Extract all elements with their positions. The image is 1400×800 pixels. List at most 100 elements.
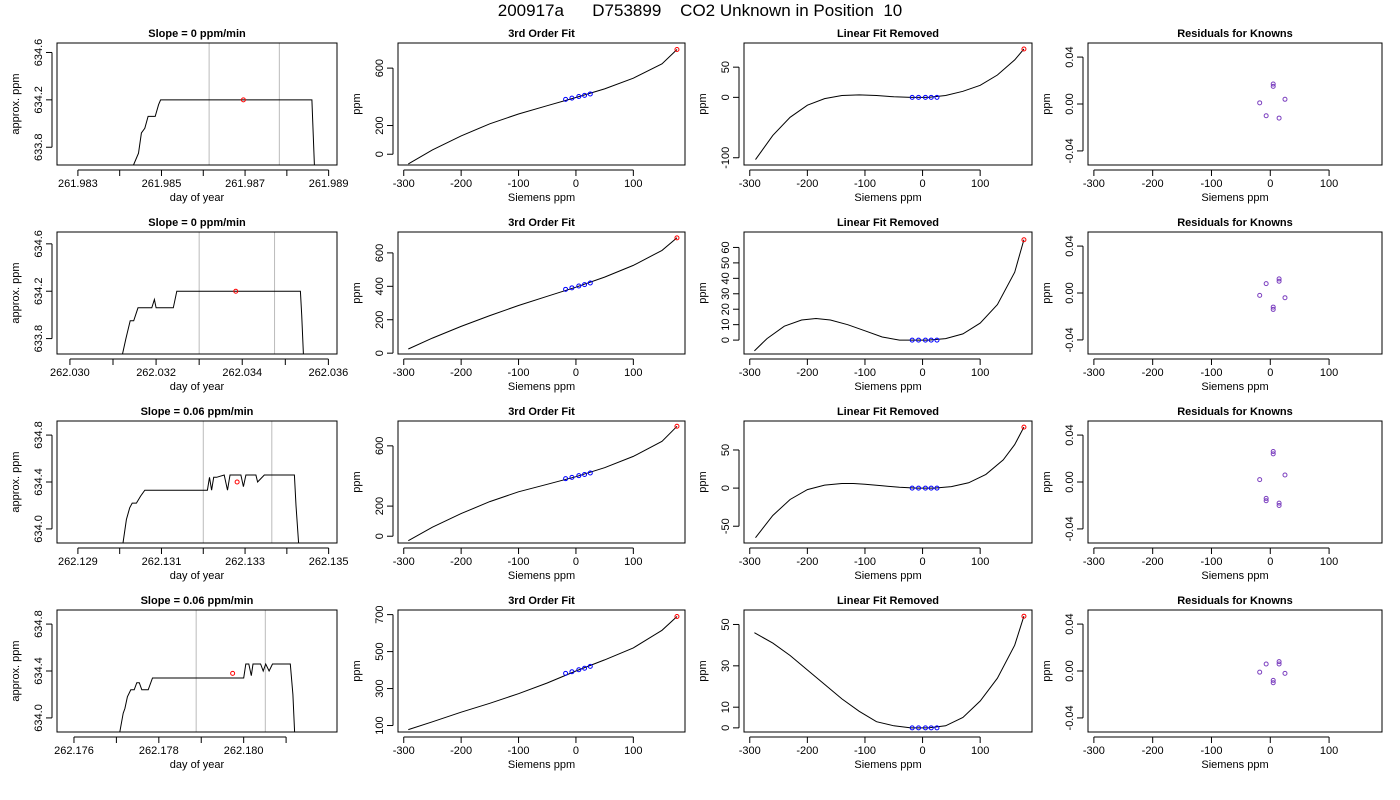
plot-area xyxy=(754,237,1027,352)
known-point xyxy=(934,725,940,731)
x-tick-label: 0 xyxy=(919,178,925,190)
x-axis-label: day of year xyxy=(170,381,225,393)
panel-r3-c2: 3rd Order Fit -300 -200 -100 0 100 Siemens ppm… xyxy=(351,406,686,582)
x-tick-label: -300 xyxy=(393,367,415,379)
x-tick-label: -200 xyxy=(450,556,472,568)
known-point xyxy=(916,725,922,731)
known-point xyxy=(587,91,593,97)
x-tick-label: -300 xyxy=(1083,556,1105,568)
y-tick-label: 200 xyxy=(374,311,386,329)
y-tick-label: 634.0 xyxy=(33,515,45,543)
unknown-point xyxy=(1021,46,1027,52)
panel-title: Linear Fit Removed xyxy=(837,28,939,40)
known-point xyxy=(1270,83,1276,89)
known-point xyxy=(916,337,922,343)
y-tick-label: 634.2 xyxy=(33,277,45,305)
plot-area xyxy=(754,613,1027,731)
known-point xyxy=(1282,670,1288,676)
panel-r2-c1: Slope = 0 ppm/min 262.030 262.032 262.034 26… xyxy=(10,217,348,393)
known-point xyxy=(1263,498,1269,504)
y-tick-label: 200 xyxy=(374,497,386,515)
plot-frame xyxy=(1087,420,1383,544)
plot-frame xyxy=(397,231,686,355)
y-tick-label: 600 xyxy=(374,244,386,262)
x-axis-label: Siemens ppm xyxy=(508,759,575,771)
x-tick-label: -100 xyxy=(508,556,530,568)
panel-title: Slope = 0.06 ppm/min xyxy=(141,406,254,418)
known-point xyxy=(1257,292,1263,298)
known-point xyxy=(563,670,569,676)
y-axis-label: ppm xyxy=(697,282,709,303)
panel-r1-c3: Linear Fit Removed -300 -200 -100 0 100 Siemen… xyxy=(697,28,1033,204)
y-tick-label: 0 xyxy=(720,725,732,731)
panel-r1-c2: 3rd Order Fit -300 -200 -100 0 100 Siemens ppm… xyxy=(351,28,686,204)
y-tick-label: 700 xyxy=(374,605,386,623)
panel-title: Residuals for Knowns xyxy=(1177,595,1293,607)
plot-area xyxy=(119,662,296,732)
y-tick-label: -0.04 xyxy=(1064,516,1076,541)
y-tick-label: 0 xyxy=(374,533,386,539)
known-point xyxy=(1276,659,1282,665)
data-series-line xyxy=(755,48,1025,160)
x-tick-label: 100 xyxy=(971,556,989,568)
y-tick-label: 0 xyxy=(374,151,386,157)
x-axis-label: Siemens ppm xyxy=(508,192,575,204)
y-tick-label: 634.8 xyxy=(33,610,45,638)
y-axis-label: ppm xyxy=(351,93,363,114)
known-point xyxy=(922,94,928,100)
y-tick-label: 0 xyxy=(720,94,732,100)
plot-frame xyxy=(1087,609,1383,733)
known-point xyxy=(1270,304,1276,310)
x-tick-label: 262.133 xyxy=(225,556,265,568)
panel-title: Slope = 0.06 ppm/min xyxy=(141,595,254,607)
known-point xyxy=(1263,495,1269,501)
known-point xyxy=(582,92,588,98)
x-tick-label: -300 xyxy=(1083,745,1105,757)
plot-area xyxy=(755,424,1027,539)
x-tick-label: -200 xyxy=(796,367,818,379)
known-point xyxy=(1276,276,1282,282)
known-point xyxy=(1282,472,1288,478)
y-tick-label: 100 xyxy=(374,716,386,734)
y-axis-label: ppm xyxy=(351,282,363,303)
x-tick-label: -100 xyxy=(854,556,876,568)
x-tick-label: 100 xyxy=(1320,367,1338,379)
x-tick-label: 0 xyxy=(573,367,579,379)
x-tick-label: -300 xyxy=(393,178,415,190)
y-axis-label: ppm xyxy=(697,471,709,492)
plot-area xyxy=(1257,81,1288,121)
panel-r1-c1: Slope = 0 ppm/min 261.983 261.985 261.987 26… xyxy=(10,28,349,204)
plot-frame xyxy=(743,420,1033,544)
known-point xyxy=(1276,502,1282,508)
x-tick-label: -300 xyxy=(1083,178,1105,190)
known-point xyxy=(1270,451,1276,457)
known-point xyxy=(576,667,582,673)
known-point xyxy=(916,485,922,491)
y-tick-label: 0.04 xyxy=(1064,46,1076,67)
unknown-point xyxy=(674,613,680,619)
x-tick-label: -100 xyxy=(508,178,530,190)
known-point xyxy=(1257,100,1263,106)
x-axis-label: Siemens ppm xyxy=(854,381,921,393)
plot-frame xyxy=(56,231,338,355)
known-point xyxy=(916,94,922,100)
y-tick-label: 634.6 xyxy=(33,230,45,258)
plot-area xyxy=(122,288,304,354)
plot-frame xyxy=(397,609,686,733)
x-tick-label: -200 xyxy=(1142,556,1164,568)
y-axis-label: ppm xyxy=(697,93,709,114)
x-axis-label: Siemens ppm xyxy=(1201,192,1268,204)
known-point xyxy=(1257,477,1263,483)
known-point xyxy=(1282,96,1288,102)
y-axis-label: ppm xyxy=(1041,471,1053,492)
y-tick-label: 30 xyxy=(720,288,732,300)
x-tick-label: -300 xyxy=(393,745,415,757)
x-tick-label: 100 xyxy=(624,745,642,757)
y-tick-label: 634.2 xyxy=(33,86,45,114)
y-tick-label: 634.8 xyxy=(33,421,45,449)
known-point xyxy=(1276,278,1282,284)
x-tick-label: 100 xyxy=(624,556,642,568)
known-point xyxy=(569,474,575,480)
y-tick-label: 634.4 xyxy=(33,657,45,685)
y-tick-label: 60 xyxy=(720,241,732,253)
